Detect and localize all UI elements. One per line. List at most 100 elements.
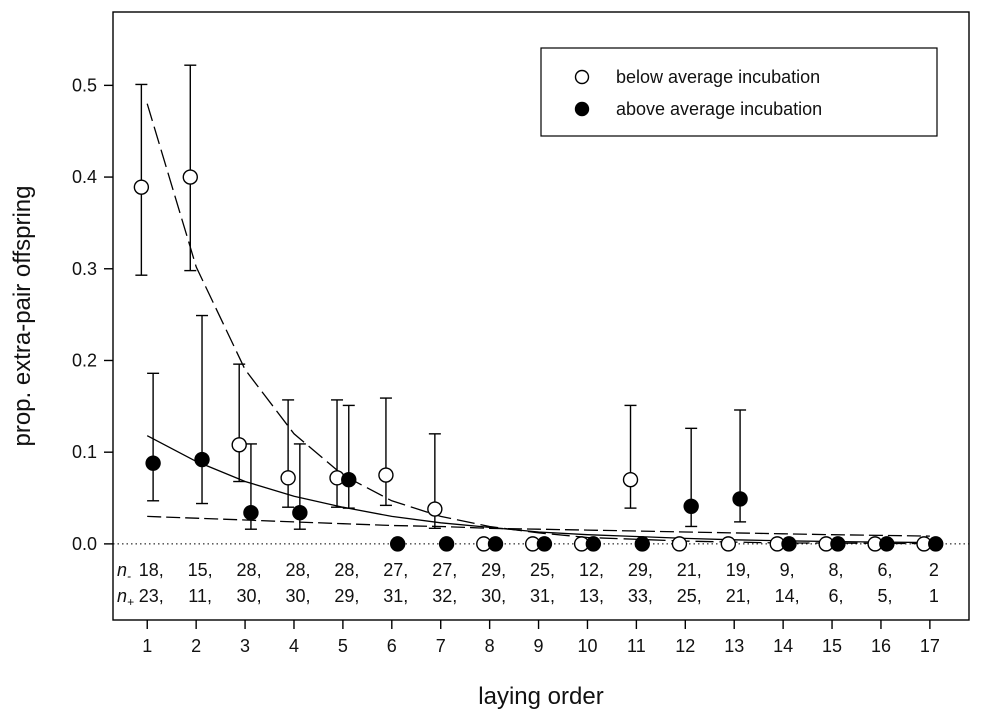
data-point-below: [427, 501, 443, 517]
x-axis: 1 2 3 4 5 6 7 8 9 10 11 12 13 14 15 16 17: [142, 620, 940, 656]
data-point-above: [683, 498, 699, 514]
data-point-above: [243, 505, 259, 521]
n-minus-value: 29,: [628, 560, 653, 580]
n-plus-value: 13,: [579, 586, 604, 606]
x-tick-label: 5: [338, 636, 348, 656]
n-minus-label: n-: [117, 560, 131, 583]
x-tick-label: 9: [534, 636, 544, 656]
data-point-above: [389, 536, 406, 552]
y-tick-label: 0.1: [72, 442, 97, 462]
y-tick-label: 0.4: [72, 167, 97, 187]
x-tick-label: 7: [436, 636, 446, 656]
data-point-above: [438, 536, 455, 552]
legend-box: [540, 47, 938, 137]
n-plus-value: 11,: [188, 586, 212, 606]
n-plus-value: 30,: [481, 586, 506, 606]
data-point-below: [622, 471, 639, 488]
fitted-curves-layer: [146, 103, 930, 545]
data-point-below: [133, 179, 150, 195]
data-point-below: [378, 467, 394, 483]
n-minus-value: 19,: [726, 560, 751, 580]
fitted-curve-solid: [146, 435, 930, 544]
n-minus-value: 12,: [579, 560, 604, 580]
n-plus-value: 31,: [383, 586, 408, 606]
n-plus-label: n+: [117, 586, 134, 609]
n-plus-value: 32,: [432, 586, 457, 606]
x-tick-label: 6: [387, 636, 397, 656]
fitted-curve-dashed: [147, 515, 930, 537]
data-point-above: [879, 536, 895, 552]
legend-label-above: above average incubation: [616, 99, 822, 119]
n-plus-value: 23,: [139, 586, 164, 606]
x-tick-label: 16: [871, 636, 891, 656]
data-point-above: [781, 536, 797, 552]
n-plus-value: 30,: [237, 586, 262, 606]
x-tick-label: 1: [142, 636, 152, 656]
data-point-above: [194, 451, 210, 468]
legend-label-below: below average incubation: [616, 67, 820, 87]
n-minus-value: 28,: [237, 560, 262, 580]
data-points-layer: [133, 169, 944, 552]
n-minus-value: 25,: [530, 560, 555, 580]
n-plus-value: 14,: [775, 586, 800, 606]
n-minus-value: 6,: [877, 560, 892, 580]
n-minus-value: 18,: [139, 560, 164, 580]
n-minus-value: 27,: [383, 560, 408, 580]
data-point-above: [341, 471, 357, 488]
data-point-above: [928, 536, 944, 552]
data-point-below: [280, 470, 296, 486]
n-plus-letter: n: [117, 586, 127, 606]
data-point-below: [720, 536, 737, 552]
legend-open-circle-icon: [574, 69, 590, 85]
x-tick-label: 10: [577, 636, 597, 656]
n-plus-value: 33,: [628, 586, 653, 606]
data-point-below: [671, 536, 688, 552]
y-axis: 0.0 0.1 0.2 0.3 0.4 0.5: [72, 75, 113, 554]
n-minus-value: 21,: [677, 560, 702, 580]
x-tick-label: 3: [240, 636, 250, 656]
x-tick-label: 4: [289, 636, 299, 656]
n-minus-value: 29,: [481, 560, 506, 580]
n-plus-value: 29,: [334, 586, 359, 606]
sample-size-table: n- n+ 18,23,15,11,28,30,28,30,28,29,27,3…: [117, 560, 939, 609]
plot-frame: [112, 11, 970, 621]
legend: below average incubation above average i…: [540, 47, 938, 137]
n-plus-subscript: +: [127, 595, 134, 609]
n-plus-value: 21,: [726, 586, 751, 606]
n-minus-value: 28,: [285, 560, 310, 580]
n-plus-value: 6,: [829, 586, 844, 606]
y-tick-label: 0.2: [72, 350, 97, 370]
x-axis-title: laying order: [478, 683, 603, 710]
n-plus-value: 5,: [877, 586, 892, 606]
n-minus-value: 2: [929, 560, 939, 580]
n-plus-value: 25,: [677, 586, 702, 606]
x-tick-label: 12: [675, 636, 695, 656]
x-tick-label: 14: [773, 636, 793, 656]
data-point-above: [830, 536, 846, 552]
n-plus-value: 30,: [285, 586, 310, 606]
legend-filled-circle-icon: [574, 101, 590, 117]
data-point-above: [536, 536, 553, 552]
n-minus-value: 9,: [780, 560, 795, 580]
y-tick-label: 0.0: [72, 534, 97, 554]
n-minus-value: 27,: [432, 560, 457, 580]
n-minus-value: 15,: [188, 560, 213, 580]
x-tick-label: 8: [485, 636, 495, 656]
n-plus-value: 31,: [530, 586, 555, 606]
data-point-below: [231, 437, 247, 453]
n-minus-subscript: -: [127, 569, 131, 583]
data-point-below: [182, 169, 198, 185]
y-axis-title: prop. extra-pair offspring: [9, 185, 36, 446]
fitted-curve-long-dash: [146, 103, 930, 545]
n-plus-value: 1: [929, 586, 939, 606]
x-tick-label: 17: [920, 636, 940, 656]
x-tick-label: 13: [724, 636, 744, 656]
data-point-above: [634, 536, 650, 552]
n-minus-value: 28,: [334, 560, 359, 580]
error-bars-layer: [135, 64, 747, 530]
data-point-above: [145, 455, 161, 471]
x-tick-label: 11: [627, 636, 646, 656]
data-point-above: [292, 505, 308, 521]
y-tick-label: 0.5: [72, 75, 97, 95]
